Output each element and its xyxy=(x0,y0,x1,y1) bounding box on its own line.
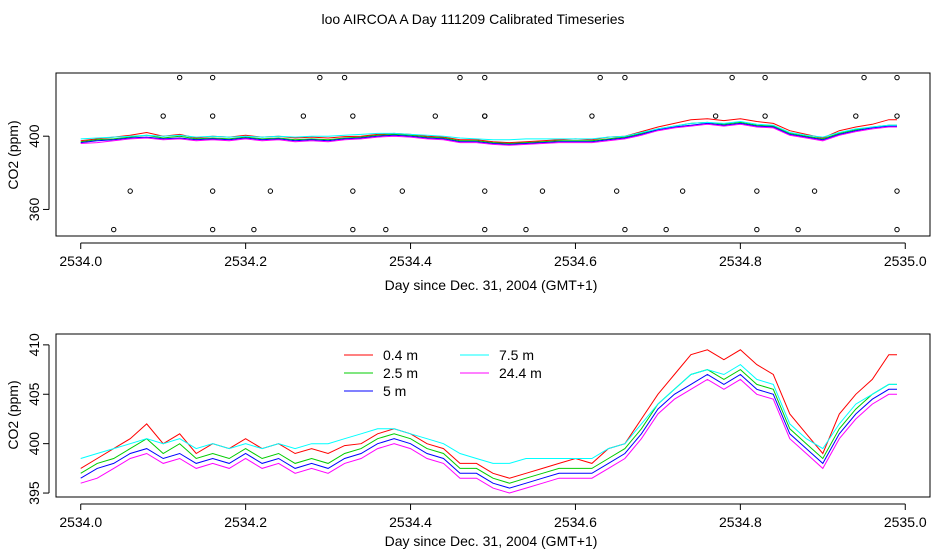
x-tick-label: 2534.2 xyxy=(224,514,267,530)
event-marker xyxy=(482,188,488,194)
event-marker xyxy=(589,113,595,119)
event-marker xyxy=(432,113,438,119)
figure-title: loo AIRCOA A Day 111209 Calibrated Times… xyxy=(322,11,625,27)
event-marker xyxy=(754,226,760,233)
event-marker xyxy=(482,113,488,119)
event-marker xyxy=(399,188,406,194)
event-marker xyxy=(663,226,669,233)
event-marker xyxy=(160,113,166,119)
event-marker xyxy=(754,188,760,194)
y-axis-top: 360 400 xyxy=(26,124,50,222)
event-marker xyxy=(209,188,216,194)
x-tick-label: 2534.6 xyxy=(554,514,597,530)
x-axis-label-bottom: Day since Dec. 31, 2004 (GMT+1) xyxy=(385,533,598,549)
event-marker xyxy=(383,226,389,233)
y-tick-label: 405 xyxy=(26,382,42,406)
plot-frame-top xyxy=(55,72,931,237)
event-marker xyxy=(853,113,859,119)
x-tick-label: 2534.8 xyxy=(719,253,762,269)
event-marker xyxy=(712,113,719,119)
event-marker xyxy=(127,188,133,194)
event-marker xyxy=(341,74,348,81)
event-marker xyxy=(267,188,274,194)
event-marker xyxy=(317,74,323,81)
event-marker xyxy=(861,74,867,81)
event-marker xyxy=(523,226,529,233)
x-tick-label: 2534.6 xyxy=(554,253,597,269)
event-marker xyxy=(762,74,768,81)
legend-label: 24.4 m xyxy=(499,365,542,381)
series-line-4 xyxy=(80,123,897,146)
series-line-24-4-m xyxy=(80,378,897,494)
event-marker xyxy=(209,113,216,119)
x-tick-label: 2534.4 xyxy=(389,253,432,269)
x-axis-top: 2534.0 2534.2 2534.4 2534.6 2534.8 2535.0 xyxy=(59,242,927,269)
event-marker xyxy=(350,113,356,119)
event-marker xyxy=(894,226,900,233)
x-tick-label: 2534.0 xyxy=(59,514,102,530)
event-markers-top xyxy=(111,74,900,233)
y-tick-label: 400 xyxy=(26,432,42,456)
event-marker xyxy=(729,74,735,81)
event-marker xyxy=(209,226,216,233)
event-marker xyxy=(811,188,818,194)
legend-label: 0.4 m xyxy=(383,347,418,363)
legend-label: 5 m xyxy=(383,383,406,399)
series-line-7-5-m xyxy=(80,363,897,464)
x-tick-label: 2535.0 xyxy=(884,514,927,530)
series-lines-top xyxy=(80,118,897,146)
series-line-2-5-m xyxy=(80,368,897,484)
x-tick-label: 2534.4 xyxy=(389,514,432,530)
series-line-3 xyxy=(80,120,897,141)
x-tick-label: 2535.0 xyxy=(884,253,927,269)
legend-label: 7.5 m xyxy=(499,347,534,363)
chart-panel-top: 2534.0 2534.2 2534.4 2534.6 2534.8 2535.0 360… xyxy=(5,72,931,293)
series-line-2 xyxy=(80,122,897,145)
legend: 0.4 m 2.5 m 5 m 7.5 m 24.4 m xyxy=(344,347,542,399)
event-marker xyxy=(482,74,488,81)
event-marker xyxy=(597,74,603,81)
event-marker xyxy=(894,113,900,119)
series-line-1 xyxy=(80,121,897,145)
event-marker xyxy=(539,188,546,194)
event-marker xyxy=(679,188,686,194)
y-axis-label-bottom: CO2 (ppm) xyxy=(5,380,21,449)
event-marker xyxy=(762,113,768,119)
y-axis-label-top: CO2 (ppm) xyxy=(5,120,21,189)
y-tick-label: 410 xyxy=(26,333,42,357)
plot-frame-bottom xyxy=(55,333,931,498)
event-marker xyxy=(613,188,620,194)
series-lines-bottom xyxy=(80,349,897,494)
event-marker xyxy=(176,74,183,81)
series-line-0-4-m xyxy=(80,349,897,479)
y-axis-bottom: 395 400 405 410 xyxy=(26,333,50,505)
event-marker xyxy=(622,74,628,81)
y-tick-label: 400 xyxy=(26,124,42,148)
series-line-5-m xyxy=(80,373,897,489)
legend-label: 2.5 m xyxy=(383,365,418,381)
event-marker xyxy=(350,188,356,194)
x-axis-bottom: 2534.0 2534.2 2534.4 2534.6 2534.8 2535.0 xyxy=(59,503,927,530)
event-marker xyxy=(894,74,900,81)
x-tick-label: 2534.2 xyxy=(224,253,267,269)
event-marker xyxy=(251,226,257,233)
x-tick-label: 2534.8 xyxy=(719,514,762,530)
x-axis-label-top: Day since Dec. 31, 2004 (GMT+1) xyxy=(385,277,598,293)
y-tick-label: 395 xyxy=(26,481,42,505)
event-marker xyxy=(209,74,216,81)
event-marker xyxy=(894,188,900,194)
event-marker xyxy=(795,226,801,233)
event-marker xyxy=(300,113,307,119)
x-tick-label: 2534.0 xyxy=(59,253,102,269)
y-tick-label: 360 xyxy=(26,198,42,222)
event-marker xyxy=(111,226,117,233)
event-marker xyxy=(457,74,463,81)
event-marker xyxy=(350,226,356,233)
event-marker xyxy=(482,226,488,233)
event-marker xyxy=(622,226,628,233)
chart-panel-bottom: 2534.0 2534.2 2534.4 2534.6 2534.8 2535.0 395… xyxy=(5,333,931,549)
